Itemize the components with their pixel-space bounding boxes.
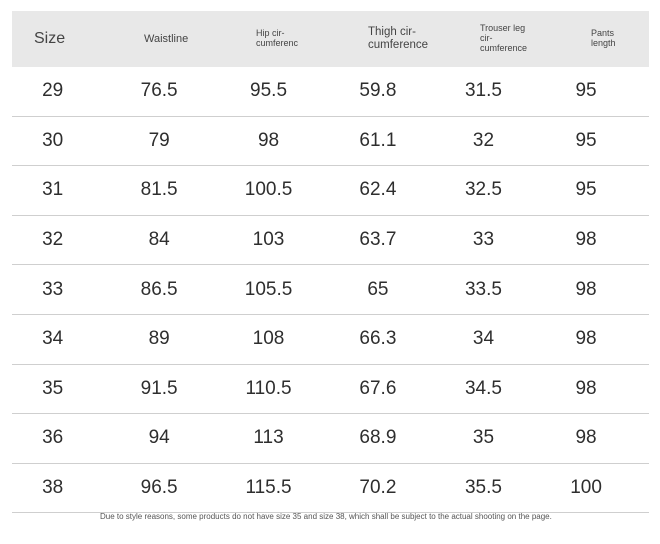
- cell-pants-length: 95: [575, 80, 597, 102]
- cell-thigh: 70.2: [359, 477, 397, 499]
- cell-pants-length: 100: [570, 477, 602, 499]
- cell-thigh: 67.6: [359, 377, 397, 399]
- cell-trouser-leg: 33.5: [464, 278, 502, 300]
- size-chart-table: Size Waistline Hip cir- cumferenc Thigh …: [12, 11, 649, 514]
- cell-waistline: 91.5: [140, 377, 178, 399]
- cell-size: 34: [42, 328, 64, 350]
- cell-size: 38: [42, 477, 64, 499]
- cell-pants-length: 95: [575, 129, 597, 151]
- cell-thigh: 61.1: [359, 129, 397, 151]
- cell-pants-length: 98: [575, 427, 597, 449]
- table-row: 38 96.5 115.5 70.2 35.5 100: [12, 464, 649, 514]
- cell-trouser-leg: 31.5: [464, 80, 502, 102]
- cell-waistline: 89: [148, 328, 170, 350]
- cell-size: 33: [42, 278, 64, 300]
- cell-waistline: 79: [148, 129, 170, 151]
- cell-pants-length: 98: [575, 377, 597, 399]
- cell-pants-length: 98: [575, 328, 597, 350]
- table-row: 29 76.5 95.5 59.8 31.5 95: [12, 67, 649, 117]
- cell-pants-length: 95: [575, 179, 597, 201]
- header-trouser-leg: Trouser leg cir- cumference: [480, 23, 528, 53]
- cell-thigh: 65: [367, 278, 389, 300]
- footnote: Due to style reasons, some products do n…: [100, 512, 552, 521]
- header-waistline: Waistline: [144, 32, 189, 45]
- cell-pants-length: 98: [575, 229, 597, 251]
- table-row: 32 84 103 63.7 33 98: [12, 216, 649, 266]
- cell-thigh: 59.8: [359, 80, 397, 102]
- cell-pants-length: 98: [575, 278, 597, 300]
- cell-hip: 105.5: [244, 278, 293, 300]
- cell-hip: 108: [252, 328, 285, 350]
- table-header: Size Waistline Hip cir- cumferenc Thigh …: [12, 11, 649, 67]
- cell-hip: 115.5: [245, 477, 292, 499]
- header-thigh: Thigh cir- cumference: [368, 26, 429, 51]
- header-pants-length: Pants length: [591, 28, 616, 48]
- cell-trouser-leg: 35.5: [464, 477, 502, 499]
- cell-waistline: 81.5: [140, 179, 178, 201]
- cell-hip: 110.5: [245, 377, 292, 399]
- cell-trouser-leg: 34.5: [464, 377, 502, 399]
- cell-trouser-leg: 34: [472, 328, 495, 350]
- cell-hip: 103: [252, 229, 285, 251]
- table-row: 31 81.5 100.5 62.4 32.5 95: [12, 166, 649, 216]
- cell-waistline: 76.5: [140, 80, 178, 102]
- cell-size: 29: [42, 80, 64, 102]
- cell-trouser-leg: 32: [472, 129, 495, 151]
- cell-size: 32: [42, 229, 64, 251]
- cell-size: 36: [42, 427, 64, 449]
- table-row: 34 89 108 66.3 34 98: [12, 315, 649, 365]
- table-body: 29 76.5 95.5 59.8 31.5 95 30 79 98 61.1 32 95 31 81.5…: [12, 67, 649, 514]
- cell-size: 30: [42, 129, 64, 151]
- cell-size: 31: [42, 179, 64, 201]
- cell-hip: 98: [257, 129, 280, 151]
- cell-size: 35: [42, 377, 64, 399]
- cell-thigh: 63.7: [359, 229, 397, 251]
- cell-thigh: 68.9: [359, 427, 397, 449]
- cell-hip: 95.5: [250, 80, 288, 102]
- cell-trouser-leg: 32.5: [464, 179, 502, 201]
- cell-thigh: 62.4: [359, 179, 397, 201]
- cell-trouser-leg: 35: [472, 427, 495, 449]
- table-row: 33 86.5 105.5 65 33.5 98: [12, 265, 649, 315]
- table-row: 30 79 98 61.1 32 95: [12, 117, 649, 167]
- table-row: 36 94 113 68.9 35 98: [12, 414, 649, 464]
- cell-waistline: 86.5: [140, 278, 178, 300]
- header-size: Size: [34, 30, 66, 48]
- cell-hip: 113: [253, 427, 284, 449]
- cell-waistline: 96.5: [140, 477, 178, 499]
- cell-trouser-leg: 33: [472, 229, 495, 251]
- cell-waistline: 84: [148, 229, 170, 251]
- table-row: 35 91.5 110.5 67.6 34.5 98: [12, 365, 649, 415]
- header-hip: Hip cir- cumferenc: [256, 28, 299, 48]
- cell-hip: 100.5: [244, 179, 293, 201]
- cell-waistline: 94: [148, 427, 170, 449]
- cell-thigh: 66.3: [359, 328, 397, 350]
